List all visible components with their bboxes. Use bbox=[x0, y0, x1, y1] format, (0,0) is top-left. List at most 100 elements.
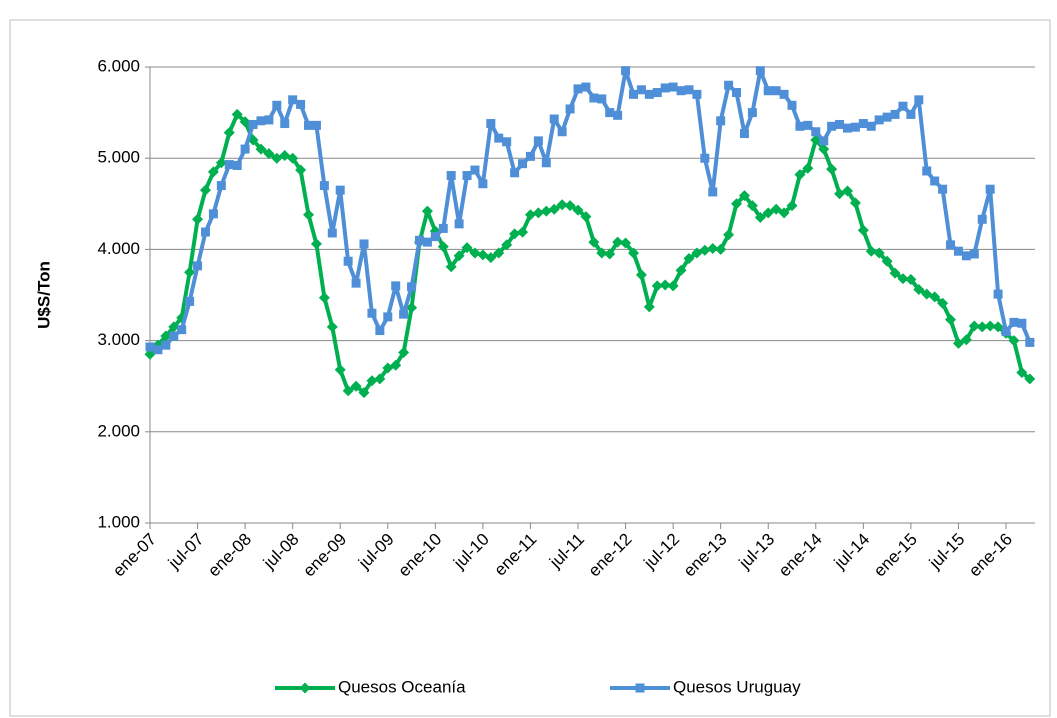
data-marker bbox=[763, 86, 773, 96]
data-marker bbox=[486, 119, 496, 129]
data-marker bbox=[849, 197, 861, 209]
data-marker bbox=[874, 115, 884, 125]
data-marker bbox=[145, 342, 155, 352]
data-marker bbox=[627, 247, 639, 259]
data-marker bbox=[914, 95, 924, 105]
data-marker bbox=[192, 213, 204, 225]
data-marker bbox=[811, 127, 821, 137]
data-marker bbox=[580, 211, 592, 223]
y-tick-label: 6.000 bbox=[97, 56, 140, 75]
data-marker bbox=[992, 321, 1004, 333]
data-marker bbox=[746, 200, 758, 212]
data-marker bbox=[255, 143, 267, 155]
data-marker bbox=[510, 168, 520, 178]
data-marker bbox=[398, 346, 410, 358]
data-marker bbox=[391, 281, 401, 291]
data-marker bbox=[184, 266, 196, 278]
data-marker bbox=[596, 247, 608, 259]
data-marker bbox=[675, 264, 687, 276]
data-marker bbox=[390, 359, 402, 371]
data-marker bbox=[889, 267, 901, 279]
data-marker bbox=[699, 244, 711, 256]
data-marker bbox=[342, 385, 354, 397]
data-marker bbox=[478, 179, 488, 189]
data-marker bbox=[946, 240, 956, 250]
data-marker bbox=[541, 158, 551, 168]
y-tick-label: 3.000 bbox=[97, 330, 140, 349]
data-marker bbox=[937, 297, 949, 309]
y-tick-label: 2.000 bbox=[97, 421, 140, 440]
data-marker bbox=[224, 160, 234, 170]
data-marker bbox=[437, 241, 449, 253]
data-marker bbox=[651, 280, 663, 292]
data-marker bbox=[351, 278, 361, 288]
data-marker bbox=[993, 289, 1003, 299]
data-marker bbox=[318, 292, 330, 304]
data-marker bbox=[517, 226, 529, 238]
data-marker bbox=[399, 309, 409, 319]
data-marker bbox=[604, 248, 616, 260]
data-marker bbox=[803, 120, 813, 130]
data-marker bbox=[621, 66, 631, 76]
data-marker bbox=[961, 251, 971, 261]
y-tick-label: 4.000 bbox=[97, 239, 140, 258]
data-marker bbox=[795, 121, 805, 131]
data-marker bbox=[613, 110, 623, 120]
data-marker bbox=[383, 312, 393, 322]
data-marker bbox=[565, 104, 575, 114]
data-marker bbox=[374, 373, 386, 385]
data-marker bbox=[524, 209, 536, 221]
data-marker bbox=[494, 133, 504, 143]
data-marker bbox=[295, 164, 307, 176]
series-line bbox=[148, 112, 1032, 395]
data-marker bbox=[422, 237, 432, 247]
data-marker bbox=[343, 256, 353, 266]
data-marker bbox=[929, 291, 941, 303]
data-marker bbox=[287, 152, 299, 164]
data-marker bbox=[620, 237, 632, 249]
data-marker bbox=[493, 247, 505, 259]
data-marker bbox=[731, 198, 743, 210]
legend-label: Quesos Uruguay bbox=[673, 677, 801, 696]
data-marker bbox=[969, 249, 979, 259]
data-marker bbox=[549, 114, 559, 124]
data-marker bbox=[738, 190, 750, 202]
data-marker bbox=[755, 66, 765, 76]
data-marker bbox=[1024, 373, 1036, 385]
data-marker bbox=[232, 160, 242, 170]
data-marker bbox=[881, 255, 893, 267]
data-marker bbox=[1025, 337, 1035, 347]
data-marker bbox=[826, 163, 838, 175]
data-marker bbox=[414, 235, 424, 245]
data-marker bbox=[518, 159, 528, 169]
data-marker bbox=[208, 209, 218, 219]
data-marker bbox=[573, 84, 583, 94]
data-marker bbox=[200, 227, 210, 237]
data-marker bbox=[605, 108, 615, 118]
data-marker bbox=[906, 109, 916, 119]
data-marker bbox=[264, 115, 274, 125]
data-marker bbox=[802, 162, 814, 174]
data-marker bbox=[786, 200, 798, 212]
data-marker bbox=[835, 119, 845, 129]
data-marker bbox=[905, 273, 917, 285]
data-marker bbox=[454, 219, 464, 229]
data-marker bbox=[310, 238, 322, 250]
data-marker bbox=[700, 153, 710, 163]
data-marker bbox=[168, 321, 180, 333]
y-axis-label: U$S/Ton bbox=[34, 261, 53, 329]
data-marker bbox=[303, 209, 315, 221]
data-marker bbox=[367, 308, 377, 318]
data-marker bbox=[897, 273, 909, 285]
data-marker bbox=[857, 224, 869, 236]
data-marker bbox=[334, 364, 346, 376]
data-marker bbox=[421, 205, 433, 217]
data-marker bbox=[660, 83, 670, 93]
data-marker bbox=[827, 121, 837, 131]
data-marker bbox=[612, 236, 624, 248]
data-marker bbox=[668, 82, 678, 92]
data-marker bbox=[304, 120, 314, 130]
data-marker bbox=[985, 184, 995, 194]
legend-label: Quesos Oceanía bbox=[338, 677, 466, 696]
data-marker bbox=[350, 380, 362, 392]
